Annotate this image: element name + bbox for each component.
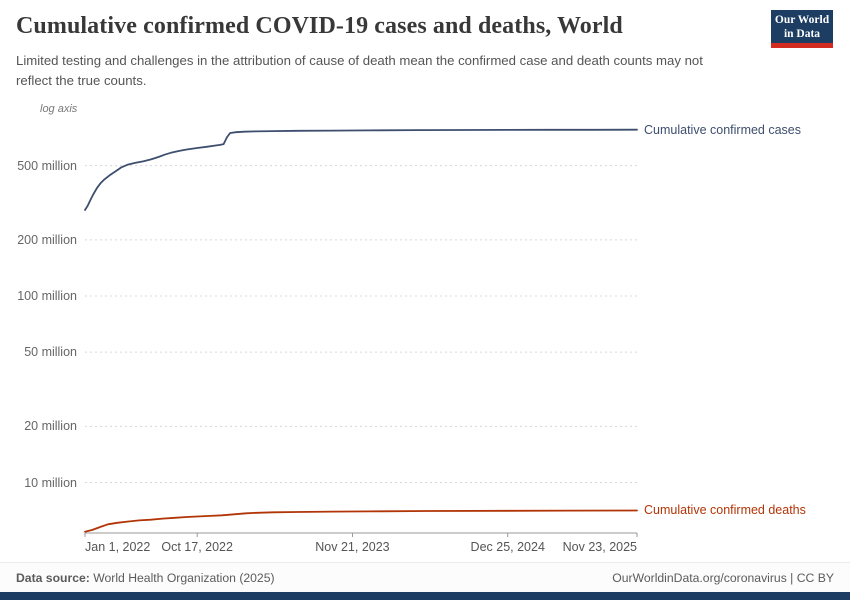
owid-logo-line2: in Data xyxy=(783,28,821,41)
bottom-accent-bar xyxy=(0,592,850,600)
series-line-cumulative-confirmed-deaths xyxy=(84,509,638,533)
owid-credit-link[interactable]: OurWorldinData.org/coronavirus | CC BY xyxy=(612,570,834,585)
log-axis-note: log axis xyxy=(40,103,78,115)
data-source-value: World Health Organization (2025) xyxy=(93,570,275,585)
owid-logo[interactable]: Our World in Data xyxy=(771,10,833,48)
data-source-label: Data source: xyxy=(16,570,90,585)
owid-logo-line1: Our World xyxy=(774,14,830,26)
chart-footer: Data source: World Health Organization (… xyxy=(0,562,850,592)
data-source: Data source: World Health Organization (… xyxy=(16,571,275,585)
series-line-cumulative-confirmed-cases xyxy=(84,128,638,211)
chart-title: Cumulative confirmed COVID-19 cases and … xyxy=(16,13,623,39)
chart-subtitle: Limited testing and challenges in the at… xyxy=(16,53,703,88)
